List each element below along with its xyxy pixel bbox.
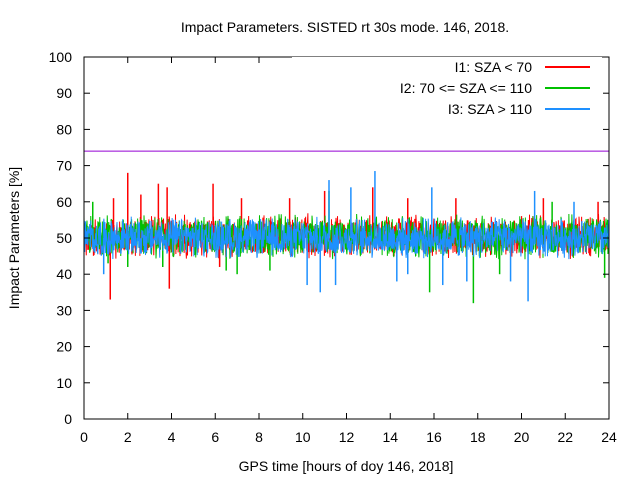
x-tick-label: 0 bbox=[80, 429, 88, 445]
y-axis-label: Impact Parameters [%] bbox=[6, 167, 22, 309]
x-axis-label: GPS time [hours of doy 146, 2018] bbox=[239, 458, 454, 474]
legend-label-1: I1: SZA < 70 bbox=[455, 59, 533, 75]
x-tick-label: 18 bbox=[470, 429, 486, 445]
legend-label-2: I2: 70 <= SZA <= 110 bbox=[400, 80, 532, 96]
series-line-3 bbox=[83, 216, 610, 260]
y-tick-label: 10 bbox=[56, 375, 72, 391]
x-tick-label: 20 bbox=[514, 429, 530, 445]
y-tick-label: 40 bbox=[56, 266, 72, 282]
legend: I1: SZA < 70 I2: 70 <= SZA <= 110 I3: SZA … bbox=[292, 57, 602, 119]
x-tick-label: 22 bbox=[557, 429, 573, 445]
axis-ticks: 0 2 4 6 8 10 12 14 16 18 20 22 240102030405060708090… bbox=[49, 49, 617, 445]
y-tick-label: 100 bbox=[49, 49, 73, 65]
y-tick-label: 70 bbox=[56, 158, 72, 174]
x-tick-label: 14 bbox=[382, 429, 398, 445]
legend-bg bbox=[292, 78, 602, 98]
x-tick-label: 12 bbox=[339, 429, 355, 445]
y-tick-label: 0 bbox=[64, 411, 72, 427]
y-tick-label: 80 bbox=[56, 121, 72, 137]
x-tick-label: 10 bbox=[295, 429, 311, 445]
y-tick-label: 20 bbox=[56, 339, 72, 355]
y-tick-label: 50 bbox=[56, 230, 72, 246]
legend-bg bbox=[292, 99, 602, 119]
y-tick-label: 60 bbox=[56, 194, 72, 210]
chart-title: Impact Parameters. SISTED rt 30s mode. 1… bbox=[181, 19, 509, 35]
series-layer bbox=[83, 171, 610, 304]
y-tick-label: 30 bbox=[56, 302, 72, 318]
legend-bg bbox=[292, 57, 602, 77]
x-tick-label: 2 bbox=[124, 429, 132, 445]
x-tick-label: 4 bbox=[168, 429, 176, 445]
x-tick-label: 8 bbox=[255, 429, 263, 445]
x-tick-label: 24 bbox=[601, 429, 617, 445]
x-tick-label: 6 bbox=[211, 429, 219, 445]
legend-label-3: I3: SZA > 110 bbox=[448, 101, 532, 117]
x-tick-label: 16 bbox=[426, 429, 442, 445]
y-tick-label: 90 bbox=[56, 85, 72, 101]
